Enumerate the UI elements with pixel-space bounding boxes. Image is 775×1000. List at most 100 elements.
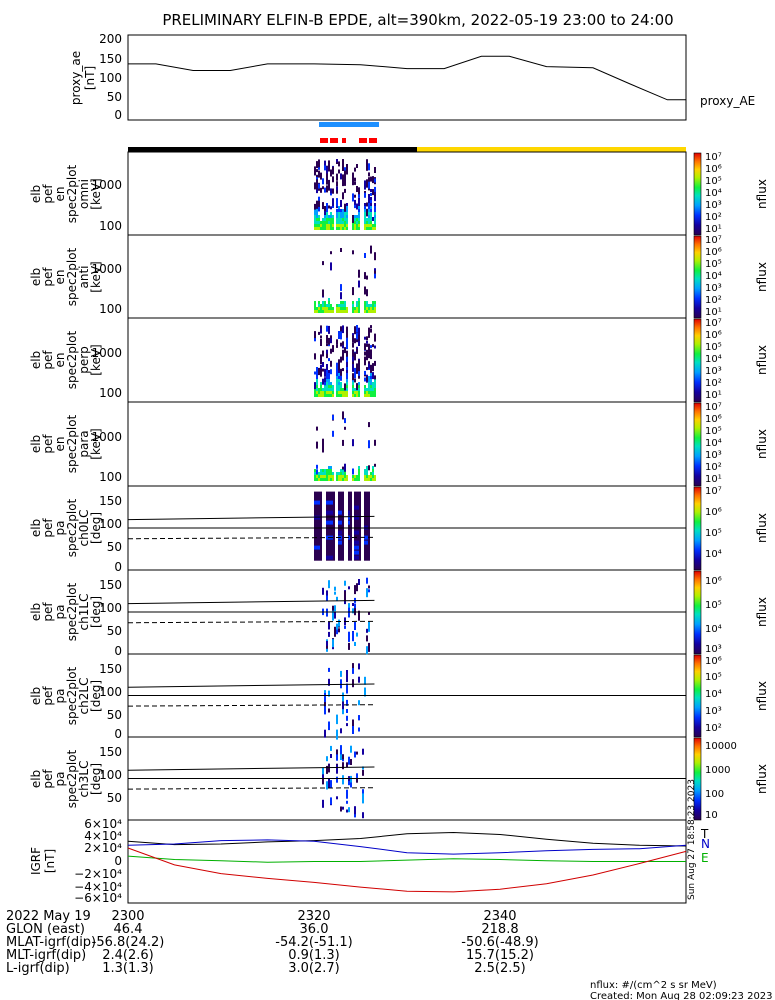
spectrogram-cell bbox=[346, 209, 348, 212]
ephem-value: 46.4 bbox=[114, 922, 143, 937]
spectrogram-cell bbox=[346, 337, 348, 345]
spectrogram-cell bbox=[332, 475, 334, 478]
spectrogram-cell bbox=[336, 478, 338, 481]
spectrogram-cell bbox=[342, 325, 344, 333]
spectrogram-cell bbox=[326, 385, 328, 388]
spectrogram-cell bbox=[368, 379, 370, 382]
spectrogram-cell bbox=[342, 472, 344, 475]
spectrogram-cell bbox=[318, 331, 320, 335]
spectrogram-cell bbox=[358, 382, 360, 385]
spectrogram-cell bbox=[344, 177, 346, 184]
spectrogram-cell bbox=[320, 478, 322, 481]
spectrogram-cell bbox=[368, 209, 370, 212]
pa-cell bbox=[336, 623, 338, 630]
spectrogram-cell bbox=[370, 388, 372, 391]
spectrogram-cell bbox=[342, 349, 344, 355]
colorbar-ch0 bbox=[693, 486, 702, 571]
spectrogram-cell bbox=[318, 198, 320, 207]
ephem-value: 15.7(15.2) bbox=[466, 948, 534, 963]
spectrogram-cell bbox=[336, 159, 338, 163]
spectrogram-cell bbox=[328, 224, 330, 227]
spectrogram-cell bbox=[344, 188, 346, 193]
pa-cell bbox=[354, 545, 359, 550]
panel-ytick: 1000 bbox=[91, 346, 122, 360]
spectrogram-cell bbox=[320, 224, 322, 227]
spectrogram-cell bbox=[356, 348, 358, 354]
spectrogram-cell bbox=[346, 364, 348, 367]
spectrogram-cell bbox=[354, 371, 356, 379]
spectrogram-cell bbox=[338, 373, 340, 376]
igrf-timestamp: Sun Aug 27 18:58:23 2023 bbox=[687, 779, 697, 900]
spectrogram-cell bbox=[364, 286, 366, 295]
spectrogram-cell bbox=[324, 304, 326, 307]
spectrogram-cell bbox=[370, 376, 372, 379]
spectrogram-cell bbox=[358, 187, 360, 195]
spectrogram-cell bbox=[368, 212, 370, 215]
spectrogram-cell bbox=[352, 173, 354, 182]
pa-cell bbox=[352, 679, 354, 688]
ephem-value: 2.4(2.6) bbox=[102, 948, 154, 963]
pa-column bbox=[348, 491, 352, 561]
spectrogram-cell bbox=[338, 161, 340, 167]
spectrogram-cell bbox=[316, 227, 318, 230]
spectrogram-cell bbox=[344, 478, 346, 481]
colorbar-tick: 10⁴ bbox=[705, 624, 722, 635]
spectrogram-cell bbox=[366, 391, 368, 394]
colorbar-tick: 10³ bbox=[705, 706, 722, 717]
spectrogram-cell bbox=[328, 301, 330, 304]
pa-cell bbox=[346, 809, 348, 813]
pa-cell bbox=[324, 729, 326, 738]
pa-cell bbox=[362, 769, 364, 776]
panel-ylabel: elb bbox=[29, 519, 43, 537]
colorbar-tick: 10² bbox=[705, 212, 722, 223]
spectrogram-cell bbox=[358, 475, 360, 478]
colorbar-tick: 10² bbox=[705, 378, 722, 389]
spectrogram-cell bbox=[368, 376, 370, 379]
spectrogram-cell bbox=[358, 391, 360, 394]
spectrogram-cell bbox=[338, 475, 340, 478]
spectrogram-cell bbox=[316, 209, 318, 212]
panel-ylabel: [deg] bbox=[89, 596, 103, 628]
pa-column bbox=[314, 491, 322, 561]
spectrogram-cell bbox=[352, 215, 354, 219]
spectrogram-cell bbox=[342, 307, 344, 310]
spectrogram-cell bbox=[372, 301, 374, 304]
spectrogram-cell bbox=[324, 215, 326, 218]
spectrogram-cell bbox=[326, 367, 328, 370]
spectrogram-cell bbox=[328, 376, 330, 379]
spectrogram-cell bbox=[340, 215, 342, 218]
sunlit-status-bar bbox=[417, 147, 686, 152]
pa-cell bbox=[346, 715, 348, 721]
spectrogram-cell bbox=[342, 221, 344, 224]
spectrogram-cell bbox=[320, 356, 322, 365]
pa-cell bbox=[328, 580, 330, 589]
panel-frame bbox=[127, 317, 687, 403]
pa-cell bbox=[322, 776, 324, 785]
spectrogram-cell bbox=[320, 187, 322, 193]
colorbar-tick: 10⁵ bbox=[705, 600, 722, 611]
pa-cell bbox=[328, 621, 330, 630]
spectrogram-cell bbox=[368, 465, 370, 471]
spectrogram-cell bbox=[318, 215, 320, 218]
spectrogram-cell bbox=[370, 218, 372, 221]
spectrogram-cell bbox=[318, 472, 320, 475]
spectrogram-cell bbox=[316, 385, 318, 388]
spectrogram-cell bbox=[344, 383, 346, 391]
spectrogram-cell bbox=[372, 388, 374, 391]
pa-cell bbox=[328, 778, 330, 789]
spectrogram-cell bbox=[354, 326, 356, 335]
spectrogram-cell bbox=[328, 373, 330, 376]
spectrogram-cell bbox=[364, 478, 366, 481]
spectrogram-cell bbox=[314, 203, 316, 209]
spectrogram-cell bbox=[340, 326, 342, 333]
spectrogram-cell bbox=[346, 310, 348, 313]
spectrogram-cell bbox=[330, 206, 332, 210]
spectrogram-cell bbox=[370, 215, 372, 218]
spectrogram-cell bbox=[368, 227, 370, 230]
spectrogram-cell bbox=[346, 376, 348, 379]
spectrogram-cell bbox=[372, 475, 374, 478]
spectrogram-cell bbox=[346, 391, 348, 394]
panel-ytick: 100 bbox=[99, 470, 122, 484]
spectrogram-cell bbox=[354, 181, 356, 185]
spectrogram-cell bbox=[364, 310, 366, 313]
